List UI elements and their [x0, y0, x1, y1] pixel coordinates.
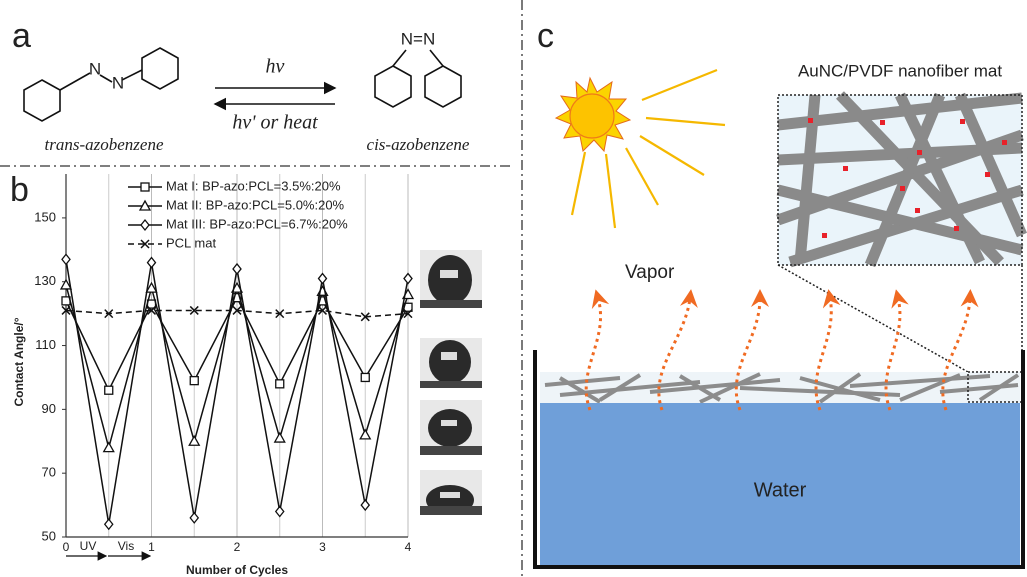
water-label: Water [754, 479, 807, 501]
bond [122, 70, 142, 80]
inset [778, 95, 1022, 372]
legend-label: Mat II: BP-azo:PCL=5.0%:20% [166, 197, 345, 212]
bond [100, 75, 112, 82]
benzene-ring [142, 48, 178, 89]
atom: N=N [401, 29, 435, 48]
x-tick-label: 3 [319, 540, 326, 554]
marker [104, 443, 114, 452]
benzene-ring [375, 66, 411, 107]
y-tick-label: 50 [42, 528, 56, 543]
figure: a N N trans-azobenzene hν hν' or heat N=… [0, 0, 1027, 577]
panel-label: b [10, 171, 29, 209]
annotation: UV [80, 539, 97, 553]
x-tick-label: 1 [148, 540, 155, 554]
marker [361, 373, 369, 381]
annotation: Vis [118, 539, 134, 553]
compound-name: trans-azobenzene [45, 135, 164, 154]
x-tick-label: 4 [405, 540, 412, 554]
y-tick-label: 150 [34, 209, 56, 224]
marker [105, 386, 113, 394]
marker [190, 377, 198, 385]
marker [275, 433, 285, 442]
bond [430, 50, 443, 66]
x-tick-label: 2 [234, 540, 241, 554]
marker [62, 254, 70, 264]
marker [361, 500, 369, 510]
reaction-label: hν' or heat [232, 112, 318, 134]
compound-name: cis-azobenzene [367, 135, 470, 154]
reaction-label: hν [266, 56, 285, 78]
panel-label: c [537, 17, 554, 55]
marker [148, 258, 156, 268]
benzene-ring [24, 80, 60, 121]
bond [60, 73, 90, 90]
marker [141, 183, 149, 191]
legend-label: Mat I: BP-azo:PCL=3.5%:20% [166, 178, 341, 193]
marker [360, 430, 370, 439]
sun [556, 70, 725, 228]
container: Water [535, 298, 1023, 567]
panel-label: a [12, 17, 31, 55]
panel-a: a N N trans-azobenzene hν hν' or heat N=… [12, 17, 470, 154]
x-axis-label: Number of Cycles [186, 563, 288, 577]
marker [189, 436, 199, 445]
vapor-label: Vapor [625, 262, 675, 283]
droplet-photos [420, 250, 482, 515]
marker [276, 380, 284, 388]
atom: N [112, 73, 124, 92]
y-tick-label: 90 [42, 401, 56, 416]
y-tick-label: 130 [34, 273, 56, 288]
y-axis-label: Contact Angle/° [12, 317, 26, 406]
y-tick-label: 110 [35, 337, 56, 352]
marker [105, 519, 113, 529]
inset-title: AuNC/PVDF nanofiber mat [798, 61, 1002, 80]
panel-c: c AuNC/PVDF nanofiber mat [535, 17, 1023, 567]
marker [276, 506, 284, 516]
marker [190, 513, 198, 523]
y-tick-label: 70 [42, 465, 56, 480]
legend-label: Mat III: BP-azo:PCL=6.7%:20% [166, 216, 348, 231]
marker [233, 264, 241, 274]
marker [404, 274, 412, 284]
marker [319, 274, 327, 284]
atom: N [89, 59, 101, 78]
benzene-ring [425, 66, 461, 107]
x-tick-label: 0 [63, 540, 70, 554]
page: {"panel_a": {"label": "a", "trans_atoms"… [0, 0, 1027, 577]
legend-label: PCL mat [166, 235, 216, 250]
panel-b: b Contact Angle/° Number of Cycles UV Vi… [10, 171, 482, 577]
bond [393, 50, 406, 66]
marker [141, 220, 149, 230]
